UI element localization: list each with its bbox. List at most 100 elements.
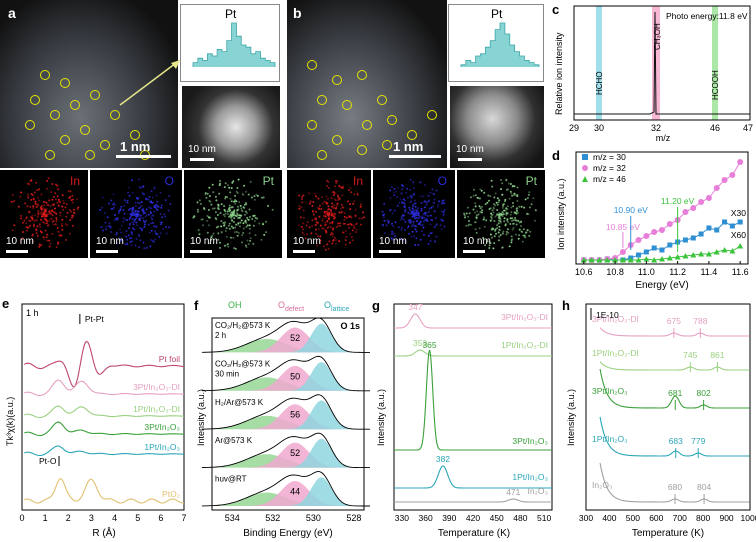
defect-component	[202, 404, 370, 429]
pt-atom-ring	[427, 110, 437, 120]
scale-bar-a	[116, 155, 171, 158]
panel-a-hist-title: Pt	[225, 7, 236, 21]
x-tick-label: 800	[696, 513, 710, 523]
panel-a-stem-image: a 1 nm	[0, 0, 178, 168]
panel-a-haadf-inset: 10 nm	[182, 86, 280, 168]
x-tick-label: 11.4	[700, 267, 717, 277]
legend-o-lattice-sub: lattice	[331, 306, 349, 313]
data-point	[698, 199, 704, 205]
eds-element-label: O	[438, 174, 447, 188]
series-label: 1Pt/In₂O₃-DI	[133, 404, 180, 414]
legend-o-lattice: O	[324, 300, 331, 310]
x-tick-label: 1000	[741, 513, 756, 523]
panel-label-h: h	[562, 298, 570, 313]
pt-atom-ring	[377, 95, 387, 105]
x-axis-label: m/z	[656, 133, 671, 143]
legend-oh: OH	[228, 300, 242, 310]
spectrum-title: O 1s	[340, 321, 360, 331]
panel-label-e: e	[2, 296, 9, 311]
eds-map-pt: Pt 10 nm	[184, 170, 282, 258]
eds-scale-label: 10 nm	[6, 236, 34, 247]
x-tick-label: 30	[594, 123, 604, 133]
series-label: 3Pt/In₂O₃-DI	[133, 382, 180, 392]
defect-component	[202, 327, 370, 352]
eds-scale-bar	[190, 250, 212, 253]
peak-temperature: 745	[683, 350, 697, 360]
scale-label-b: 1 nm	[393, 139, 423, 154]
pt-atom-ring	[357, 145, 367, 155]
peak-temperature: 802	[697, 388, 711, 398]
panel-b-histogram: Pt	[448, 4, 544, 82]
series-label: 1Pt/In₂O₃	[592, 434, 628, 444]
x-tick-label: 534	[225, 513, 240, 523]
data-point	[706, 226, 711, 231]
eds-element-label: In	[353, 174, 363, 188]
eds-element-label: Pt	[526, 174, 537, 188]
peak-label-pt-pt: Pt-Pt	[85, 314, 105, 324]
x-tick-label: 480	[513, 513, 527, 523]
pt-atom-ring	[317, 95, 327, 105]
data-point	[636, 237, 642, 243]
x-tick-label: 11.0	[638, 267, 655, 277]
data-point	[651, 229, 657, 235]
pt-atom-ring	[342, 100, 352, 110]
x-tick-label: 700	[673, 513, 687, 523]
defect-percent: 52	[290, 448, 300, 458]
series-label: 1Pt/In₂O₃	[144, 442, 180, 452]
panel-c-chart: HCHO CH₃OH HCOOH Photo energy:11.8 eV Relati…	[548, 0, 756, 145]
data-point	[667, 243, 672, 248]
series-label: 3Pt/In₂O₃-DI	[501, 312, 548, 322]
x-axis-label: Temperature (K)	[632, 528, 704, 539]
x-tick-label: 530	[306, 513, 321, 523]
condition-label: CO₂/H₂@573 K	[215, 359, 271, 368]
series-label: 1Pt/In₂O₃-DI	[501, 340, 548, 350]
x-tick-label: 4	[112, 513, 117, 523]
pt-atom-ring	[40, 70, 50, 80]
data-point	[659, 227, 665, 233]
pt-atom-ring	[332, 75, 342, 85]
panel-label-f: f	[194, 298, 199, 313]
legend-o-defect-sub: defect	[285, 306, 304, 313]
series-label: 3Pt/In₂O₃	[592, 386, 628, 396]
panel-a-histogram: Pt	[180, 4, 280, 82]
eds-map-in: In 10 nm	[0, 170, 88, 258]
condition-sublabel: 2 h	[215, 331, 226, 340]
tpd-trace	[394, 350, 552, 356]
y-axis-label: Tk³χ(k)(a.u.)	[5, 397, 15, 446]
band-label-ch3oh: CH₃OH	[653, 23, 662, 50]
peak-temperature: 382	[436, 454, 450, 464]
x-tick-label: 450	[490, 513, 504, 523]
legend-o-defect: O	[278, 300, 285, 310]
condition-sublabel: 30 min	[215, 369, 239, 378]
data-point	[667, 221, 673, 227]
series-label: 1Pt/In₂O₃	[512, 472, 548, 482]
series-label: PtO₂	[162, 489, 180, 499]
legend-entry: m/z = 32	[593, 163, 626, 173]
data-point	[620, 249, 626, 255]
x-tick-label: 47	[743, 123, 753, 133]
data-point	[643, 256, 649, 262]
x-tick-label: 420	[466, 513, 480, 523]
y-axis-label: Intensity (a.u.)	[566, 389, 576, 446]
series-label: In₂O₃	[592, 480, 612, 490]
defect-percent: 50	[290, 371, 300, 381]
legend-marker	[582, 165, 588, 171]
eds-scale-bar	[379, 250, 401, 253]
defect-percent: 56	[290, 410, 300, 420]
x-tick-label: 360	[419, 513, 433, 523]
peak-temperature: 675	[667, 316, 681, 326]
series-label: 3Pt/In₂O₃	[144, 422, 180, 432]
pt-atom-ring	[307, 60, 317, 70]
onset-label: 10.90 eV	[614, 205, 648, 215]
data-point	[722, 247, 728, 253]
eds-scale-bar	[293, 250, 315, 253]
exafs-trace	[24, 341, 184, 386]
x-tick-label: 3	[89, 513, 94, 523]
panel-b-haadf-inset: 10 nm	[450, 86, 544, 168]
pt-atom-ring	[307, 120, 317, 130]
pt-atom-ring	[362, 120, 372, 130]
onset-label: 10.85 eV	[606, 222, 640, 232]
peak-temperature: 680	[668, 482, 682, 492]
panel-h-chart: 3Pt/In₂O₃-DI 675 7881Pt/In₂O₃-DI 745 8613Pt/…	[560, 296, 756, 542]
peak-temperature: 683	[669, 436, 683, 446]
